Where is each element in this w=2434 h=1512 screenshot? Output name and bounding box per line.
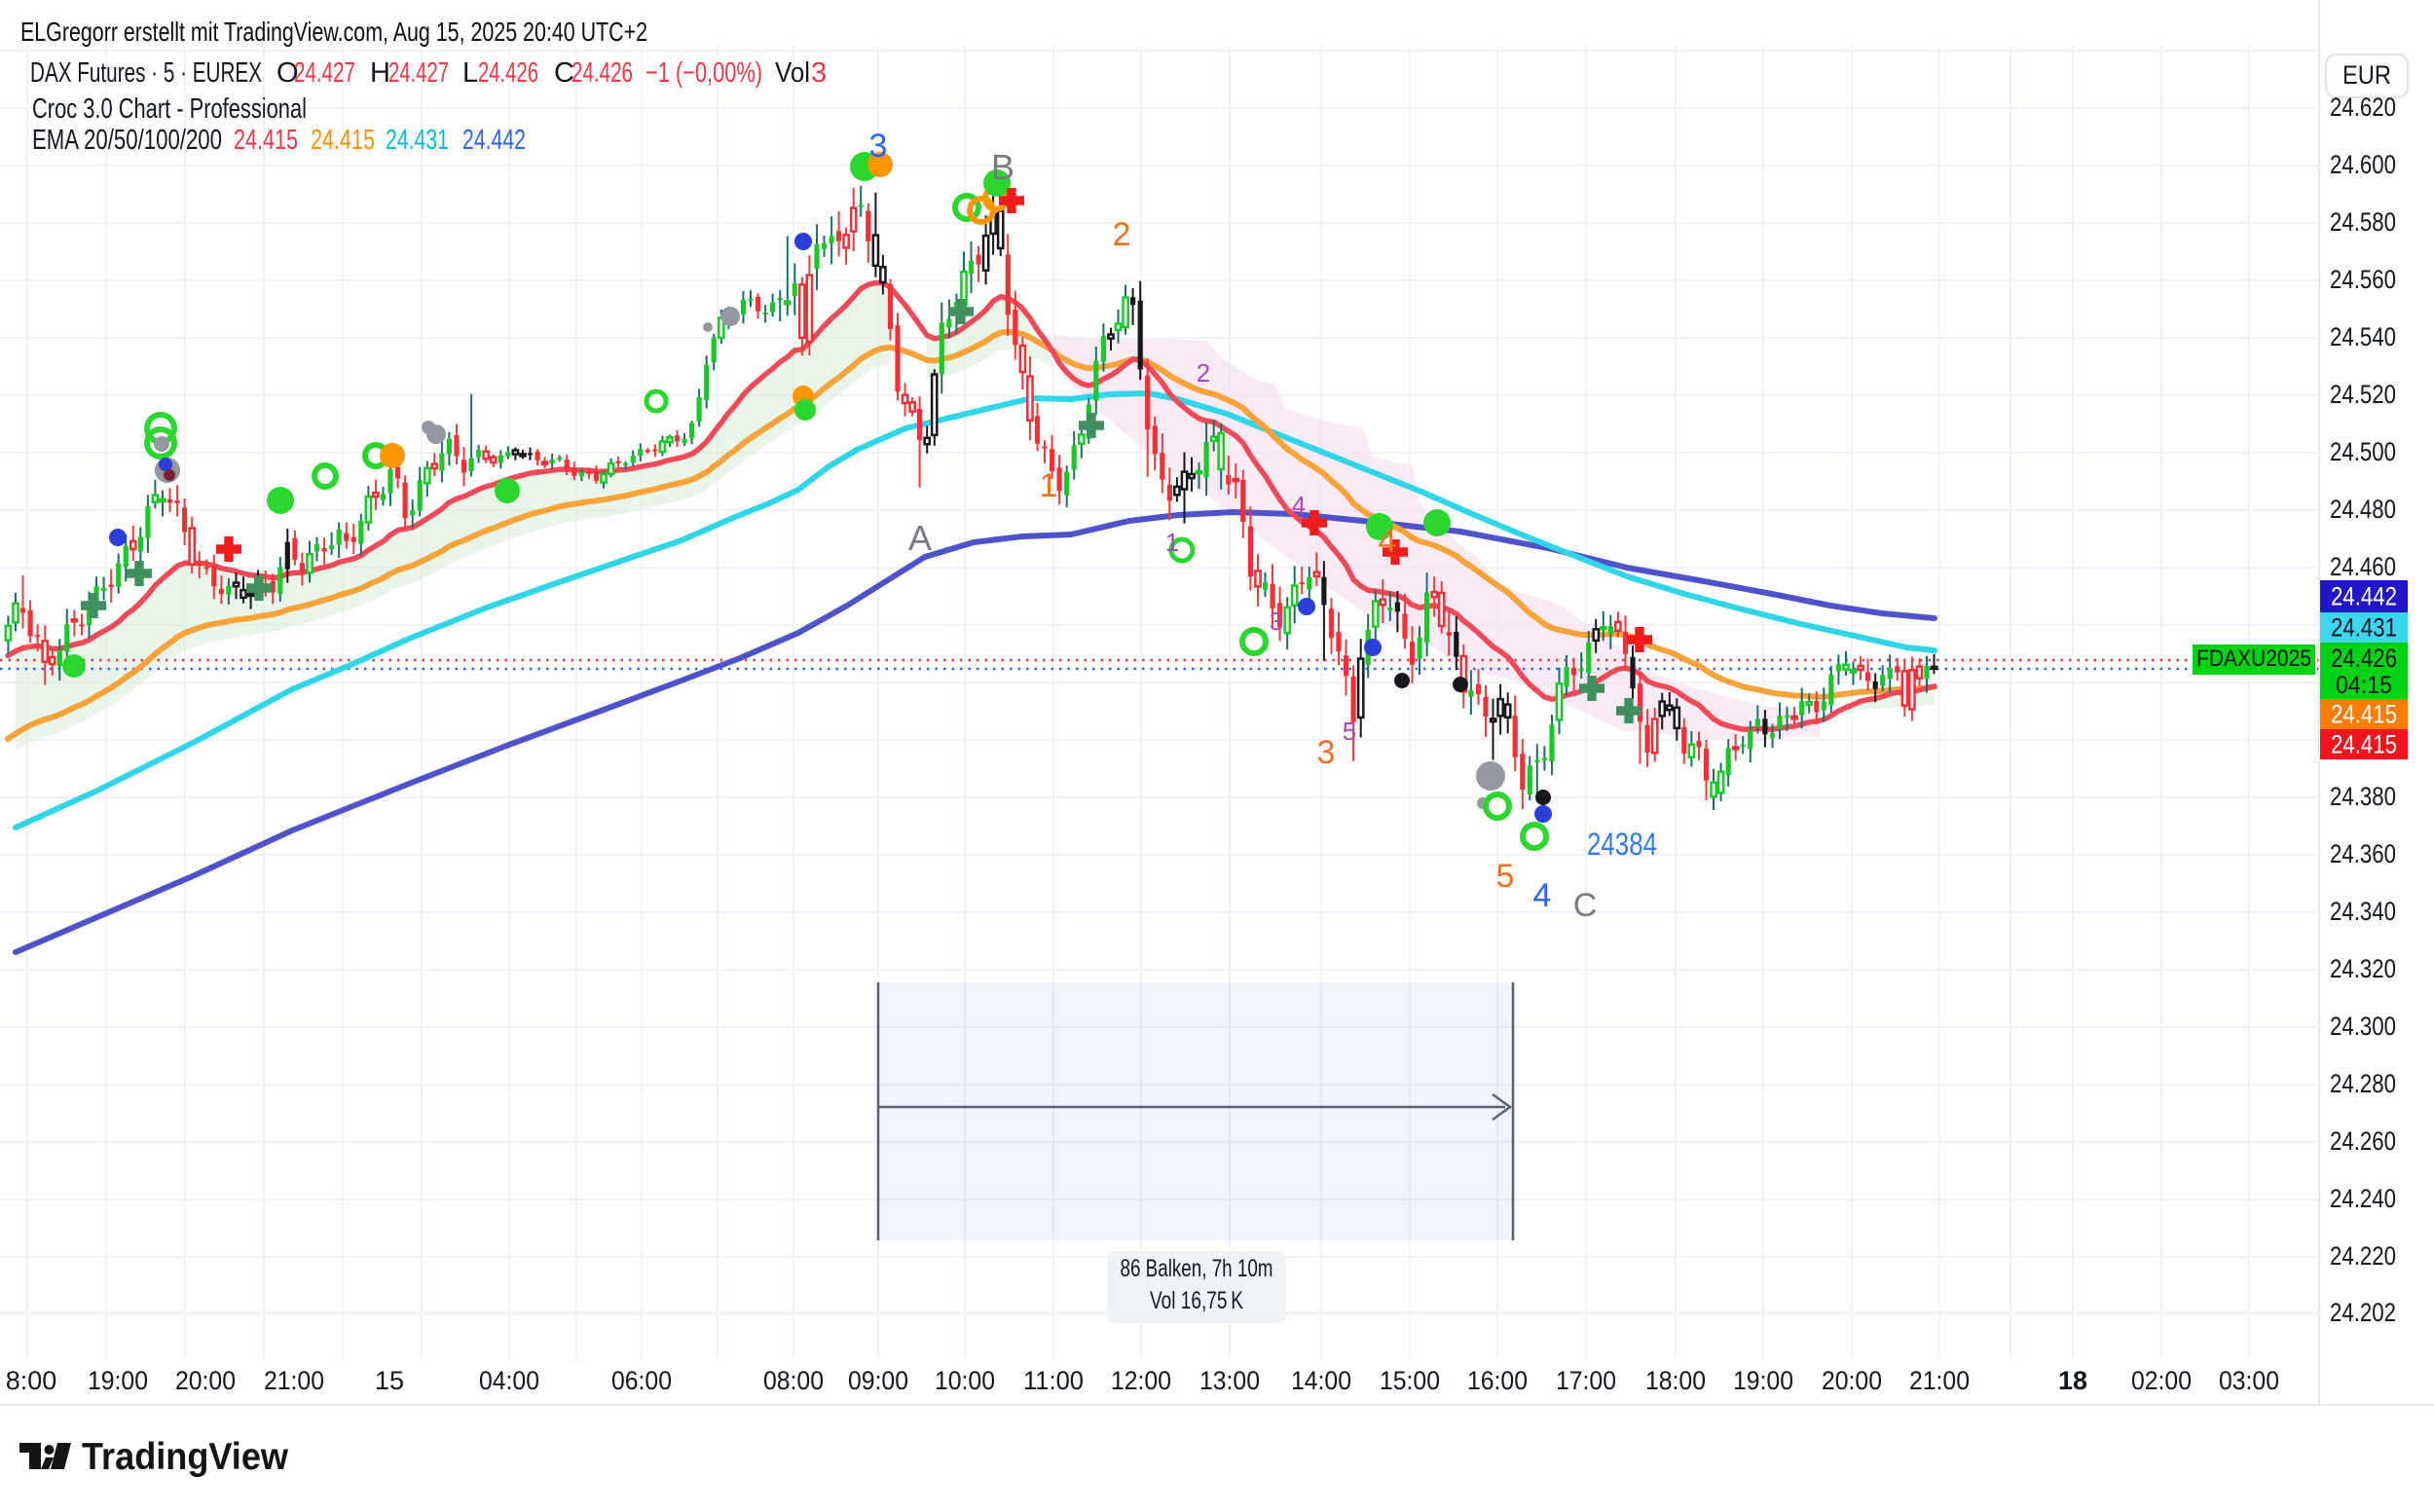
svg-text:19:00: 19:00 — [1733, 1366, 1793, 1395]
svg-text:DAX Futures · 5 · EUREX: DAX Futures · 5 · EUREX — [30, 57, 262, 89]
svg-text:24.320: 24.320 — [2330, 954, 2396, 983]
svg-text:16:00: 16:00 — [1467, 1366, 1528, 1395]
svg-text:24.280: 24.280 — [2330, 1069, 2396, 1098]
svg-text:24.431: 24.431 — [2331, 613, 2397, 643]
svg-text:O: O — [277, 57, 299, 89]
svg-text:24.480: 24.480 — [2330, 495, 2396, 524]
svg-text:24.380: 24.380 — [2330, 782, 2396, 811]
svg-text:1: 1 — [1040, 467, 1058, 504]
svg-text:14:00: 14:00 — [1291, 1366, 1351, 1395]
svg-text:24.260: 24.260 — [2330, 1126, 2396, 1156]
svg-text:2: 2 — [1197, 358, 1210, 387]
svg-text:17:00: 17:00 — [1556, 1366, 1616, 1395]
svg-text:04:15: 04:15 — [2336, 672, 2392, 699]
svg-text:5: 5 — [1496, 858, 1515, 895]
svg-text:24.415: 24.415 — [2331, 700, 2397, 729]
svg-text:24.540: 24.540 — [2330, 322, 2396, 351]
svg-text:A: A — [908, 518, 932, 558]
svg-text:24.426: 24.426 — [478, 57, 538, 89]
svg-text:24.431: 24.431 — [386, 125, 449, 156]
svg-text:86 Balken, 7h 10m: 86 Balken, 7h 10m — [1121, 1255, 1273, 1282]
svg-text:EMA 20/50/100/200: EMA 20/50/100/200 — [32, 125, 222, 156]
svg-text:Croc 3.0 Chart - Professional: Croc 3.0 Chart - Professional — [32, 93, 307, 125]
svg-text:24.580: 24.580 — [2330, 207, 2396, 237]
svg-text:1: 1 — [1165, 528, 1179, 557]
svg-text:24.442: 24.442 — [2331, 582, 2397, 611]
svg-text:18: 18 — [2058, 1366, 2087, 1395]
svg-text:21:00: 21:00 — [1909, 1366, 1970, 1395]
svg-text:15:00: 15:00 — [1380, 1366, 1440, 1395]
svg-text:24.500: 24.500 — [2330, 437, 2396, 466]
svg-text:24.202: 24.202 — [2330, 1298, 2396, 1327]
svg-text:11:00: 11:00 — [1023, 1366, 1084, 1395]
svg-text:24.600: 24.600 — [2330, 150, 2396, 179]
svg-text:24.360: 24.360 — [2330, 839, 2396, 868]
svg-text:21:00: 21:00 — [264, 1366, 324, 1395]
svg-text:10:00: 10:00 — [935, 1366, 995, 1395]
svg-text:24.426: 24.426 — [572, 57, 633, 89]
svg-text:24.560: 24.560 — [2330, 265, 2396, 294]
svg-text:B: B — [991, 147, 1014, 187]
svg-text:24.460: 24.460 — [2330, 552, 2396, 581]
svg-text:2: 2 — [1113, 216, 1131, 253]
svg-text:FDAXU2025: FDAXU2025 — [2196, 645, 2311, 672]
svg-text:4: 4 — [1292, 491, 1306, 520]
svg-text:3: 3 — [1270, 607, 1283, 636]
svg-text:15: 15 — [375, 1366, 404, 1395]
svg-text:24.620: 24.620 — [2330, 92, 2396, 122]
svg-text:4: 4 — [1533, 877, 1552, 914]
svg-text:H: H — [370, 57, 390, 89]
svg-text:C: C — [1573, 887, 1598, 924]
svg-text:20:00: 20:00 — [175, 1366, 236, 1395]
svg-text:8:00: 8:00 — [6, 1366, 57, 1395]
svg-text:08:00: 08:00 — [763, 1366, 824, 1395]
svg-text:24.442: 24.442 — [462, 125, 526, 156]
svg-text:24.427: 24.427 — [388, 57, 449, 89]
svg-text:20:00: 20:00 — [1822, 1366, 1882, 1395]
svg-text:19:00: 19:00 — [88, 1366, 148, 1395]
svg-text:12:00: 12:00 — [1111, 1366, 1171, 1395]
svg-text:24.415: 24.415 — [2331, 730, 2397, 759]
svg-text:L: L — [462, 57, 478, 89]
svg-text:03:00: 03:00 — [2219, 1366, 2279, 1395]
svg-text:04:00: 04:00 — [479, 1366, 539, 1395]
svg-text:24.415: 24.415 — [234, 125, 298, 156]
svg-text:24.340: 24.340 — [2330, 897, 2396, 926]
svg-text:TradingView: TradingView — [82, 1436, 289, 1478]
svg-text:ELGregorr erstellt mit Trading: ELGregorr erstellt mit TradingView.com, … — [20, 17, 647, 47]
svg-text:4: 4 — [1379, 523, 1397, 560]
svg-text:Vol 16,75 K: Vol 16,75 K — [1150, 1287, 1243, 1314]
svg-text:EUR: EUR — [2342, 60, 2391, 90]
svg-text:−1 (−0,00%): −1 (−0,00%) — [645, 57, 762, 89]
svg-text:02:00: 02:00 — [2131, 1366, 2192, 1395]
svg-text:3: 3 — [869, 128, 888, 165]
svg-text:24.240: 24.240 — [2330, 1184, 2396, 1213]
svg-text:24.426: 24.426 — [2331, 644, 2397, 673]
svg-text:09:00: 09:00 — [848, 1366, 908, 1395]
svg-text:5: 5 — [1343, 717, 1356, 746]
svg-text:3: 3 — [1317, 734, 1336, 771]
svg-text:24.300: 24.300 — [2330, 1012, 2396, 1041]
svg-text:24384: 24384 — [1587, 827, 1657, 862]
svg-text:24.415: 24.415 — [311, 125, 375, 156]
svg-text:24.520: 24.520 — [2330, 380, 2396, 409]
svg-text:06:00: 06:00 — [611, 1366, 672, 1395]
svg-text:24.427: 24.427 — [294, 57, 355, 89]
svg-text:24.220: 24.220 — [2330, 1241, 2396, 1271]
svg-text:C: C — [554, 57, 574, 89]
svg-text:13:00: 13:00 — [1199, 1366, 1260, 1395]
svg-text:3: 3 — [811, 57, 827, 89]
svg-text:Vol: Vol — [775, 57, 810, 89]
svg-text:18:00: 18:00 — [1645, 1366, 1706, 1395]
